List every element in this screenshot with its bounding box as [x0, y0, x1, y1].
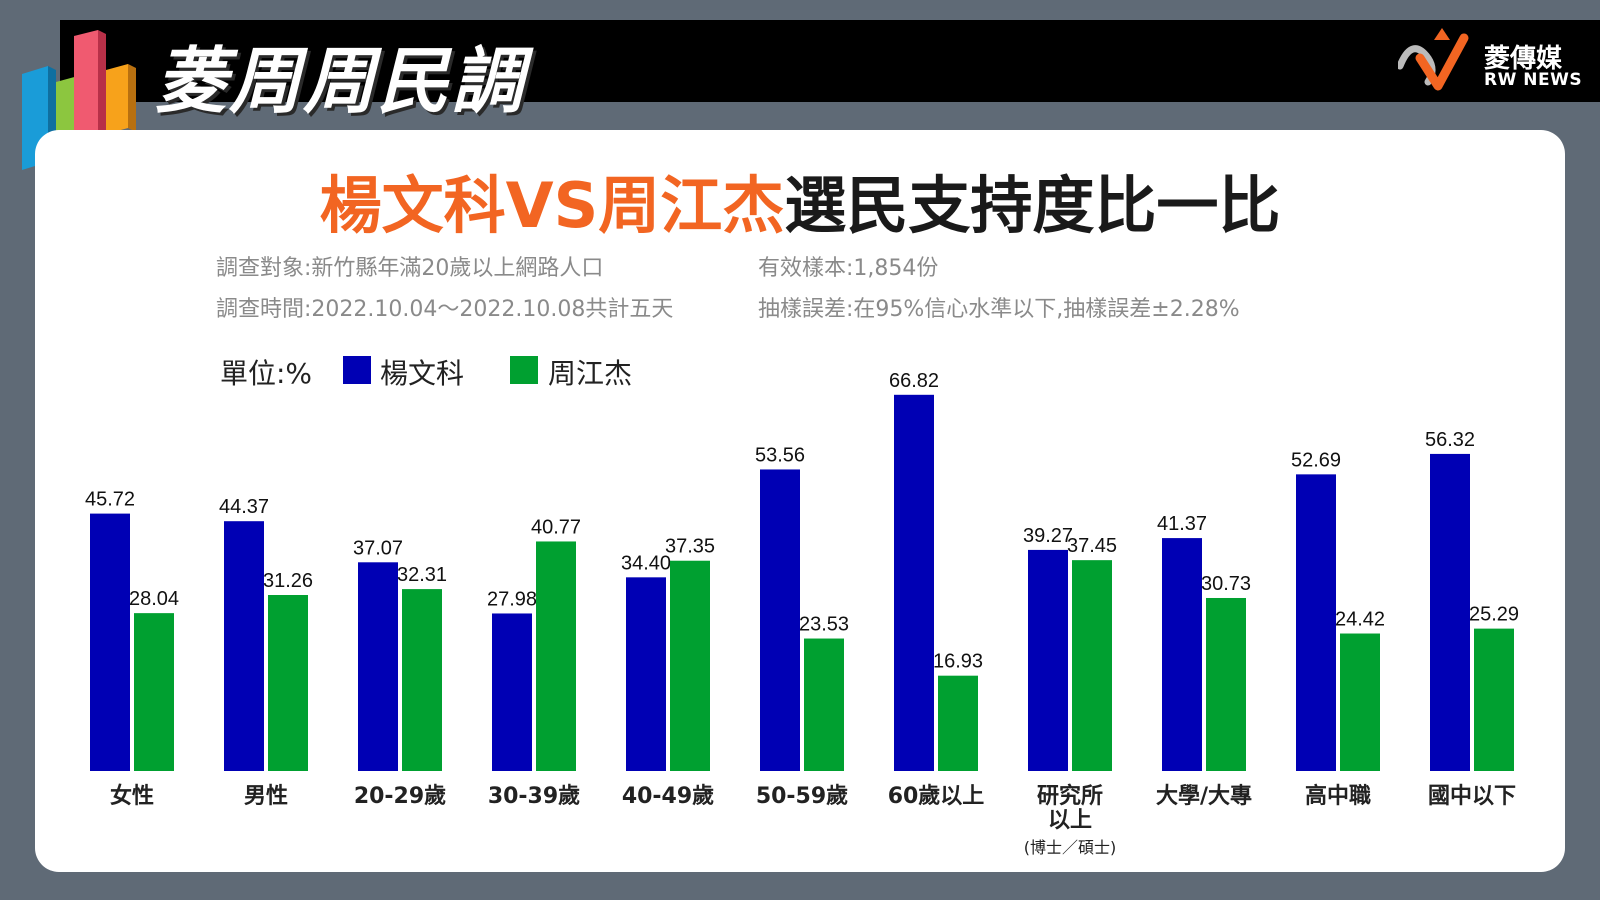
bar-yang [760, 469, 800, 771]
bar-zhou [670, 560, 710, 771]
data-label: 24.42 [1335, 609, 1385, 631]
data-label: 52.69 [1291, 449, 1341, 471]
title-comparison: 選民支持度比一比 [784, 169, 1281, 242]
data-label: 28.04 [129, 588, 179, 610]
data-label: 39.27 [1023, 525, 1073, 547]
category-label: 女性 [110, 783, 154, 809]
bar-yang [626, 577, 666, 771]
category-label: 40-49歲 [622, 784, 714, 809]
data-label: 30.73 [1201, 573, 1251, 595]
logo-name: 菱傳媒 [1484, 44, 1563, 74]
legend-label-zhou: 周江杰 [548, 357, 633, 390]
data-label: 37.07 [353, 537, 403, 559]
data-label: 23.53 [799, 614, 849, 636]
bar-yang [894, 394, 934, 771]
bar-zhou [938, 675, 978, 771]
survey-period: 調查時間:2022.10.04～2022.10.08共計五天 [216, 297, 674, 322]
bar-yang [1430, 453, 1470, 771]
category-label: 高中職 [1305, 783, 1371, 809]
title-candidates: 楊文科VS周江杰 [319, 169, 785, 242]
bar-yang [1028, 549, 1068, 771]
category-label: 男性 [244, 784, 288, 809]
category-label-line2: 以上 [1048, 808, 1092, 833]
survey-sample-size: 有效樣本:1,854份 [758, 256, 939, 281]
data-label: 16.93 [933, 651, 983, 673]
legend-swatch-zhou [510, 356, 538, 384]
data-label: 44.37 [219, 496, 269, 518]
bar-yang [492, 613, 532, 771]
data-label: 31.26 [263, 570, 313, 592]
data-label: 40.77 [531, 516, 581, 538]
data-label: 66.82 [889, 370, 939, 392]
logo-english-name: RW NEWS [1484, 70, 1583, 90]
bar-zhou [804, 638, 844, 771]
bar-yang [1296, 474, 1336, 771]
show-title: 菱周周民調 [155, 39, 526, 123]
category-label: 研究所 [1037, 783, 1103, 809]
rw-news-logo-icon [1398, 28, 1469, 91]
bar-zhou [536, 541, 576, 771]
category-label: 30-39歲 [488, 784, 580, 809]
legend-label-yang: 楊文科 [380, 357, 465, 390]
data-label: 56.32 [1425, 429, 1475, 451]
bar-zhou [1072, 560, 1112, 771]
legend-swatch-yang [343, 356, 371, 384]
page-title: 楊文科VS周江杰選民支持度比一比 [0, 155, 1600, 245]
bar-yang [224, 521, 264, 771]
data-label: 45.72 [85, 489, 135, 511]
bar-zhou [268, 595, 308, 771]
data-label: 41.37 [1157, 513, 1207, 535]
data-label: 53.56 [755, 444, 805, 466]
data-label: 32.31 [397, 564, 447, 586]
survey-target: 調查對象:新竹縣年滿20歲以上網路人口 [216, 256, 604, 281]
bar-zhou [402, 589, 442, 771]
data-label: 25.29 [1469, 604, 1519, 626]
survey-sampling-error: 抽樣誤差:在95%信心水準以下,抽樣誤差±2.28% [758, 297, 1240, 322]
category-label: 大學/大專 [1156, 783, 1252, 809]
data-label: 37.45 [1067, 535, 1117, 557]
bar-yang [90, 513, 130, 771]
category-label: 國中以下 [1428, 784, 1516, 809]
header-bar [60, 20, 1600, 102]
category-label: 50-59歲 [756, 784, 848, 809]
data-label: 27.98 [487, 588, 537, 610]
bar-yang [358, 562, 398, 771]
bar-zhou [1340, 633, 1380, 771]
bar-zhou [134, 613, 174, 771]
category-sublabel: (博士／碩士) [1024, 838, 1117, 857]
bar-zhou [1474, 628, 1514, 771]
category-label: 20-29歲 [354, 784, 446, 809]
bar-zhou [1206, 597, 1246, 771]
bar-yang [1162, 538, 1202, 771]
legend-unit: 單位:% [220, 357, 313, 390]
category-label: 60歲以上 [888, 784, 985, 809]
data-label: 37.35 [665, 536, 715, 558]
data-label: 34.40 [621, 552, 671, 574]
